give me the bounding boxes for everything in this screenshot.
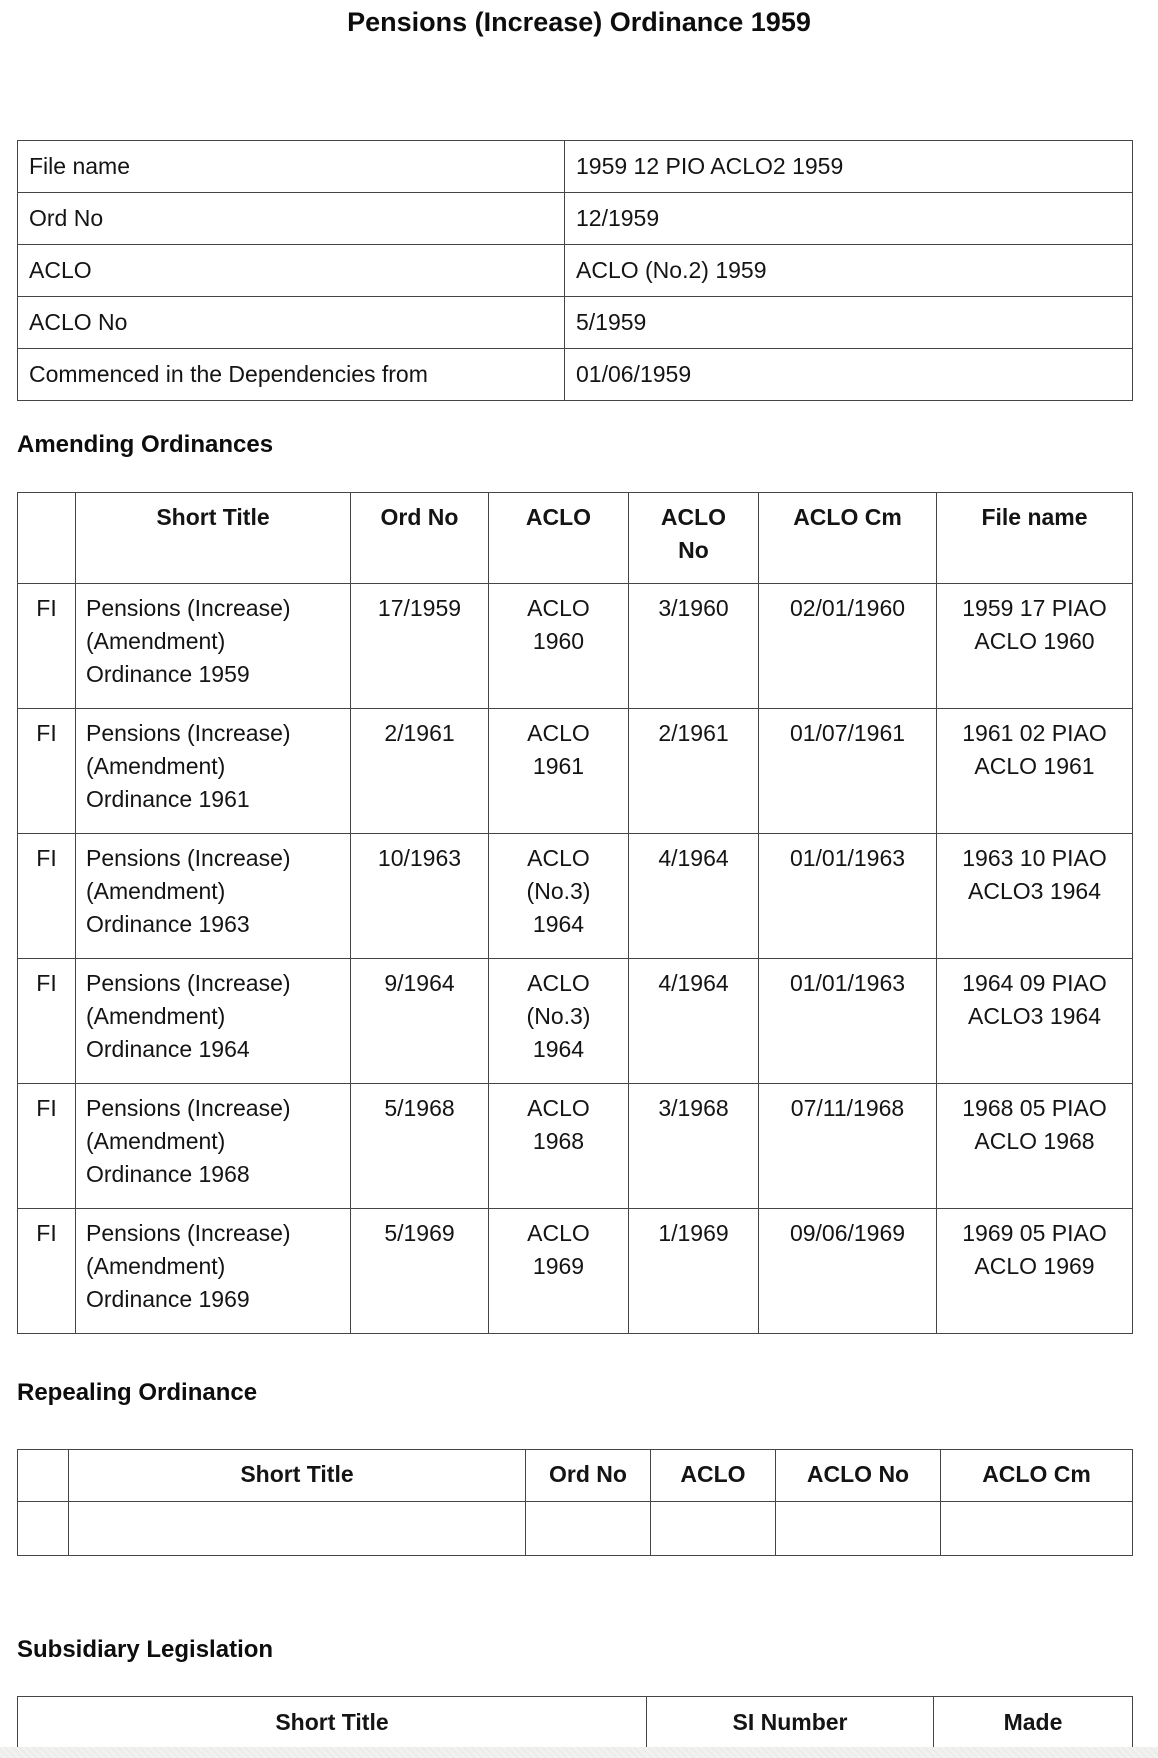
- ord-no-cell: [525, 1501, 651, 1556]
- ord-no-cell: 2/1961: [350, 708, 489, 834]
- repealing-ordinance-heading: Repealing Ordinance: [17, 1379, 258, 1406]
- aclo-cell: ACLO (No.3) 1964: [488, 833, 629, 959]
- table-header-row: Short Title SI Number Made: [17, 1696, 1133, 1751]
- column-header-aclo: ACLO: [650, 1449, 776, 1502]
- info-label-ord-no: Ord No: [17, 192, 565, 245]
- aclo-no-cell: 1/1969: [628, 1208, 759, 1334]
- aclo-cell: ACLO 1968: [488, 1083, 629, 1209]
- aclo-no-cell: [775, 1501, 941, 1556]
- short-title-cell: Pensions (Increase) (Amendment) Ordinanc…: [75, 583, 351, 709]
- column-header-aclo-cm: ACLO Cm: [758, 492, 937, 584]
- short-title-cell: Pensions (Increase) (Amendment) Ordinanc…: [75, 708, 351, 834]
- table-row: FI Pensions (Increase) (Amendment) Ordin…: [17, 958, 1133, 1084]
- column-header-made: Made: [933, 1696, 1133, 1751]
- table-row: Commenced in the Dependencies from 01/06…: [17, 348, 1133, 401]
- info-value-commenced: 01/06/1959: [564, 348, 1133, 401]
- aclo-no-cell: 4/1964: [628, 833, 759, 959]
- aclo-no-cell: 3/1968: [628, 1083, 759, 1209]
- ord-no-cell: 5/1968: [350, 1083, 489, 1209]
- fi-cell: FI: [17, 833, 76, 959]
- table-row: FI Pensions (Increase) (Amendment) Ordin…: [17, 708, 1133, 834]
- table-row: FI Pensions (Increase) (Amendment) Ordin…: [17, 1083, 1133, 1209]
- fi-cell: FI: [17, 1208, 76, 1334]
- aclo-cm-cell: 09/06/1969: [758, 1208, 937, 1334]
- table-row: [17, 1501, 1133, 1556]
- amending-ordinances-table: Short Title Ord No ACLO ACLO No ACLO Cm …: [17, 492, 1133, 1334]
- column-header-aclo-cm: ACLO Cm: [940, 1449, 1133, 1502]
- ord-no-cell: 10/1963: [350, 833, 489, 959]
- aclo-cm-cell: 07/11/1968: [758, 1083, 937, 1209]
- aclo-cell: ACLO 1969: [488, 1208, 629, 1334]
- fi-cell: FI: [17, 958, 76, 1084]
- file-name-cell: 1961 02 PIAO ACLO 1961: [936, 708, 1133, 834]
- column-header-mark: [17, 492, 76, 584]
- short-title-cell: Pensions (Increase) (Amendment) Ordinanc…: [75, 1083, 351, 1209]
- aclo-cm-cell: 01/07/1961: [758, 708, 937, 834]
- aclo-cm-cell: 02/01/1960: [758, 583, 937, 709]
- amending-ordinances-heading: Amending Ordinances: [17, 431, 274, 458]
- page-title: Pensions (Increase) Ordinance 1959: [347, 7, 811, 37]
- fi-cell: FI: [17, 583, 76, 709]
- info-value-file-name: 1959 12 PIO ACLO2 1959: [564, 140, 1133, 193]
- repealing-ordinance-table: Short Title Ord No ACLO ACLO No ACLO Cm: [17, 1449, 1133, 1556]
- column-header-short-title: Short Title: [17, 1696, 647, 1751]
- column-header-aclo: ACLO: [488, 492, 629, 584]
- aclo-cell: ACLO 1961: [488, 708, 629, 834]
- fi-cell: FI: [17, 1083, 76, 1209]
- column-header-short-title: Short Title: [75, 492, 351, 584]
- table-row: Ord No 12/1959: [17, 192, 1133, 245]
- column-header-mark: [17, 1449, 69, 1502]
- info-label-aclo-no: ACLO No: [17, 296, 565, 349]
- column-header-si-number: SI Number: [646, 1696, 934, 1751]
- file-name-cell: 1959 17 PIAO ACLO 1960: [936, 583, 1133, 709]
- column-header-ord-no: Ord No: [525, 1449, 651, 1502]
- aclo-cm-cell: 01/01/1963: [758, 958, 937, 1084]
- table-row: FI Pensions (Increase) (Amendment) Ordin…: [17, 1208, 1133, 1334]
- aclo-cell: ACLO 1960: [488, 583, 629, 709]
- aclo-no-cell: 4/1964: [628, 958, 759, 1084]
- aclo-cell: ACLO (No.3) 1964: [488, 958, 629, 1084]
- ord-no-cell: 17/1959: [350, 583, 489, 709]
- table-header-row: Short Title Ord No ACLO ACLO No ACLO Cm: [17, 1449, 1133, 1502]
- file-name-cell: 1964 09 PIAO ACLO3 1964: [936, 958, 1133, 1084]
- aclo-no-cell: 3/1960: [628, 583, 759, 709]
- column-header-file-name: File name: [936, 492, 1133, 584]
- short-title-cell: Pensions (Increase) (Amendment) Ordinanc…: [75, 833, 351, 959]
- page-bottom-background: [0, 1747, 1158, 1758]
- table-header-row: Short Title Ord No ACLO ACLO No ACLO Cm …: [17, 492, 1133, 584]
- ord-no-cell: 5/1969: [350, 1208, 489, 1334]
- table-row: FI Pensions (Increase) (Amendment) Ordin…: [17, 833, 1133, 959]
- aclo-cell: [650, 1501, 776, 1556]
- short-title-cell: [68, 1501, 526, 1556]
- ord-no-cell: 9/1964: [350, 958, 489, 1084]
- info-value-ord-no: 12/1959: [564, 192, 1133, 245]
- aclo-cm-cell: 01/01/1963: [758, 833, 937, 959]
- table-row: ACLO No 5/1959: [17, 296, 1133, 349]
- info-value-aclo: ACLO (No.2) 1959: [564, 244, 1133, 297]
- info-label-commenced: Commenced in the Dependencies from: [17, 348, 565, 401]
- fi-cell: [17, 1501, 69, 1556]
- table-row: ACLO ACLO (No.2) 1959: [17, 244, 1133, 297]
- table-row: FI Pensions (Increase) (Amendment) Ordin…: [17, 583, 1133, 709]
- aclo-cm-cell: [940, 1501, 1133, 1556]
- info-label-file-name: File name: [17, 140, 565, 193]
- column-header-aclo-no: ACLO No: [628, 492, 759, 584]
- column-header-aclo-no: ACLO No: [775, 1449, 941, 1502]
- file-name-cell: 1968 05 PIAO ACLO 1968: [936, 1083, 1133, 1209]
- file-name-cell: 1969 05 PIAO ACLO 1969: [936, 1208, 1133, 1334]
- short-title-cell: Pensions (Increase) (Amendment) Ordinanc…: [75, 1208, 351, 1334]
- column-header-ord-no: Ord No: [350, 492, 489, 584]
- table-row: File name 1959 12 PIO ACLO2 1959: [17, 140, 1133, 193]
- fi-cell: FI: [17, 708, 76, 834]
- subsidiary-legislation-heading: Subsidiary Legislation: [17, 1636, 274, 1663]
- info-value-aclo-no: 5/1959: [564, 296, 1133, 349]
- subsidiary-legislation-table: Short Title SI Number Made: [17, 1696, 1133, 1751]
- aclo-no-cell: 2/1961: [628, 708, 759, 834]
- file-name-cell: 1963 10 PIAO ACLO3 1964: [936, 833, 1133, 959]
- column-header-short-title: Short Title: [68, 1449, 526, 1502]
- short-title-cell: Pensions (Increase) (Amendment) Ordinanc…: [75, 958, 351, 1084]
- ordinance-info-table: File name 1959 12 PIO ACLO2 1959 Ord No …: [17, 140, 1133, 401]
- info-label-aclo: ACLO: [17, 244, 565, 297]
